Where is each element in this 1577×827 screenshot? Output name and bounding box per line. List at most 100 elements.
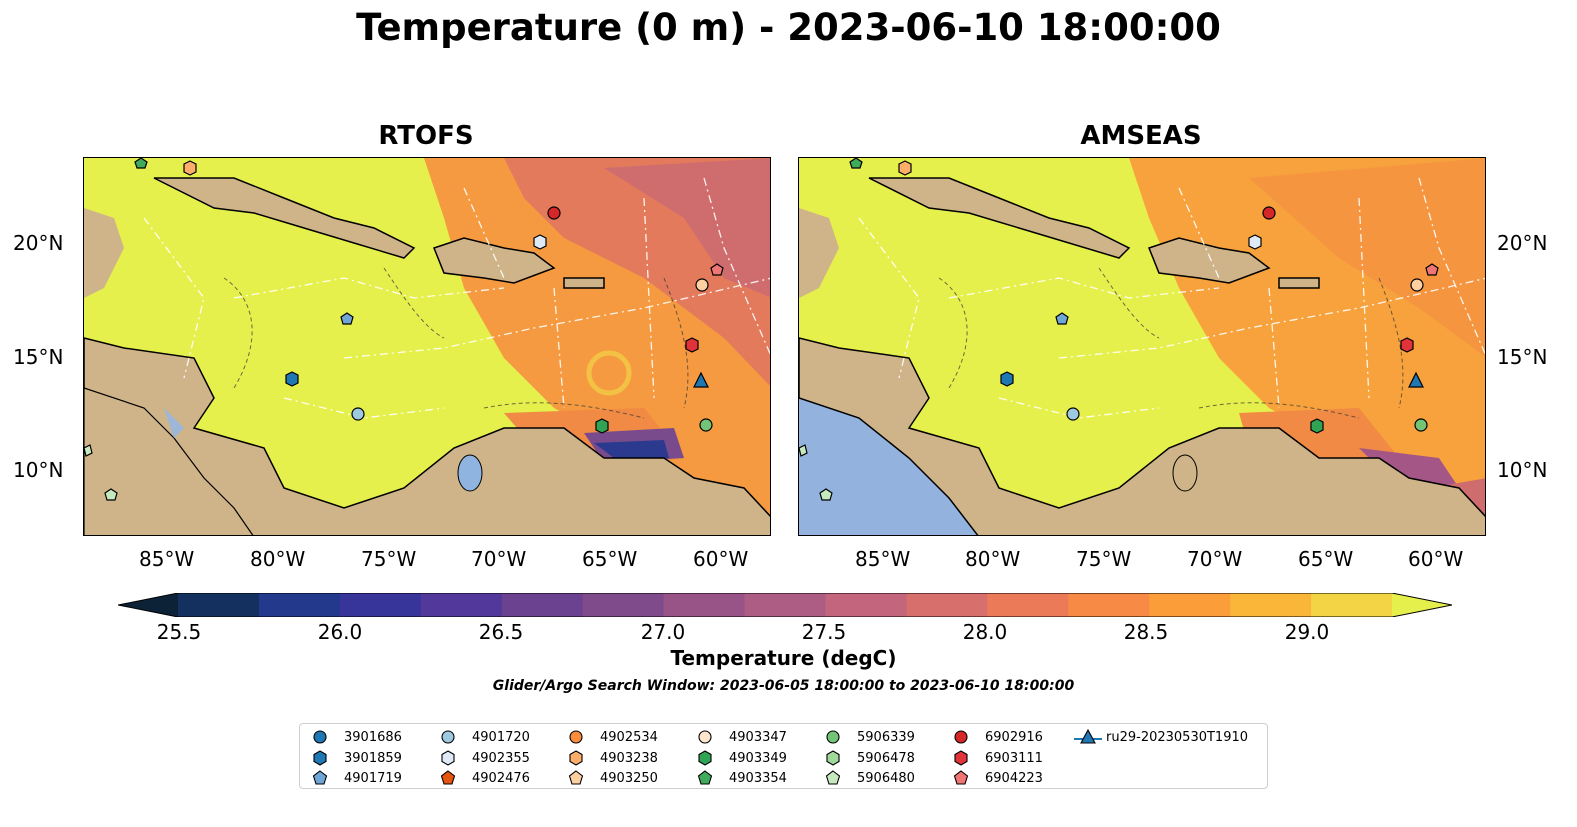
legend-item: 4903354 xyxy=(697,769,817,789)
lat-label-left: 10°N xyxy=(13,458,64,482)
lon-label: 65°W xyxy=(1298,547,1354,571)
legend-item: 6904223 xyxy=(953,769,1073,789)
lat-label-left: 15°N xyxy=(13,345,64,369)
legend-label: ru29-20230530T1910 xyxy=(1106,730,1249,745)
lon-label: 85°W xyxy=(139,547,195,571)
legend-item: 3901859 xyxy=(312,749,432,769)
legend-marker-icon xyxy=(1074,728,1102,744)
legend-marker-icon xyxy=(953,770,969,785)
lon-label: 80°W xyxy=(965,547,1021,571)
legend-marker-icon xyxy=(698,730,712,744)
lon-label: 75°W xyxy=(361,547,417,571)
lat-label-right: 10°N xyxy=(1497,458,1548,482)
lat-label-right: 15°N xyxy=(1497,345,1548,369)
legend-marker-icon xyxy=(825,770,841,785)
legend-marker-icon xyxy=(826,749,840,766)
lon-label: 75°W xyxy=(1076,547,1132,571)
panel-title-rtofs: RTOFS xyxy=(378,121,474,151)
legend-marker-icon xyxy=(313,749,327,766)
legend-label: 4902355 xyxy=(472,750,530,766)
colorbar-segment xyxy=(420,593,503,617)
legend-item: 5906339 xyxy=(825,728,945,748)
legend-marker-icon xyxy=(698,749,712,766)
legend-item: 4903238 xyxy=(568,749,688,769)
colorbar-segment xyxy=(987,593,1069,617)
legend-item: 4901719 xyxy=(312,769,432,789)
colorbar-tick: 25.5 xyxy=(156,620,202,644)
legend-item: 4903250 xyxy=(568,769,688,789)
legend-label: 4903349 xyxy=(729,750,787,766)
legend-label: 4903238 xyxy=(600,750,658,766)
legend-item: 5906480 xyxy=(825,769,945,789)
panel-title-amseas: AMSEAS xyxy=(1080,121,1202,151)
legend-marker-icon xyxy=(440,770,456,785)
legend-marker-icon xyxy=(954,730,968,744)
colorbar-extend-max xyxy=(1392,593,1452,617)
map-amseas xyxy=(798,157,1486,536)
colorbar-segment xyxy=(744,593,826,617)
figure-title: Temperature (0 m) - 2023-06-10 18:00:00 xyxy=(356,6,1221,49)
legend-item: 3901686 xyxy=(312,728,432,748)
colorbar-tick: 29.0 xyxy=(1284,620,1330,644)
legend: 3901686 3901859 4901719 4901720 4902355 49024… xyxy=(299,723,1268,789)
legend-marker-icon xyxy=(441,730,455,744)
colorbar-label: Temperature (degC) xyxy=(670,646,897,670)
map-rtofs xyxy=(83,157,771,536)
colorbar-segment xyxy=(339,593,422,617)
lat-label-left: 20°N xyxy=(13,231,64,255)
legend-label: 4903250 xyxy=(600,771,658,786)
colorbar-graphic xyxy=(117,592,1453,618)
legend-item: 4902476 xyxy=(440,769,560,789)
legend-item: 4902355 xyxy=(440,749,560,769)
legend-item: ru29-20230530T1910 xyxy=(1074,728,1274,748)
colorbar-segment xyxy=(1068,593,1150,617)
colorbar-segment xyxy=(1311,593,1393,617)
legend-marker-icon xyxy=(697,770,713,785)
colorbar-tick: 28.5 xyxy=(1123,620,1169,644)
lon-label: 85°W xyxy=(855,547,911,571)
legend-label: 4901720 xyxy=(472,730,530,745)
colorbar-segment xyxy=(906,593,988,617)
legend-item: 5906478 xyxy=(825,749,945,769)
rtofs-map-graphic xyxy=(84,158,770,535)
lon-label: 70°W xyxy=(1187,547,1243,571)
colorbar-extend-min xyxy=(118,593,178,617)
legend-marker-icon xyxy=(569,749,583,766)
legend-label: 4902476 xyxy=(472,771,530,786)
legend-item: 4901720 xyxy=(440,728,560,748)
lon-label: 60°W xyxy=(693,547,749,571)
legend-marker-icon xyxy=(826,730,840,744)
lon-label: 65°W xyxy=(582,547,638,571)
legend-marker-icon xyxy=(569,730,583,744)
legend-item: 6903111 xyxy=(953,749,1073,769)
search-window-text: Glider/Argo Search Window: 2023-06-05 18… xyxy=(492,678,1075,694)
colorbar-tick: 28.0 xyxy=(962,620,1008,644)
colorbar-segment xyxy=(258,593,341,617)
legend-label: 3901859 xyxy=(344,750,402,766)
legend-label: 5906478 xyxy=(857,750,915,766)
legend-label: 5906480 xyxy=(857,771,915,786)
colorbar-segment xyxy=(501,593,584,617)
colorbar-tick: 27.0 xyxy=(640,620,686,644)
legend-label: 4903354 xyxy=(729,771,787,786)
amseas-map-graphic xyxy=(799,158,1485,535)
legend-label: 6904223 xyxy=(985,771,1043,786)
colorbar xyxy=(117,592,1453,618)
legend-label: 3901686 xyxy=(344,730,402,745)
colorbar-segment xyxy=(582,593,665,617)
colorbar-tick: 26.5 xyxy=(478,620,524,644)
lon-label: 80°W xyxy=(250,547,306,571)
legend-label: 6903111 xyxy=(985,750,1043,766)
legend-marker-icon xyxy=(313,730,327,744)
colorbar-segment xyxy=(663,593,746,617)
legend-item: 4902534 xyxy=(568,728,688,748)
lat-label-right: 20°N xyxy=(1497,231,1548,255)
legend-marker-icon xyxy=(568,770,584,785)
colorbar-segment xyxy=(178,593,260,617)
legend-item: 4903349 xyxy=(697,749,817,769)
legend-label: 4902534 xyxy=(600,730,658,745)
legend-marker-icon xyxy=(441,749,455,766)
colorbar-segment xyxy=(1149,593,1231,617)
legend-label: 5906339 xyxy=(857,730,915,745)
legend-item: 6902916 xyxy=(953,728,1073,748)
